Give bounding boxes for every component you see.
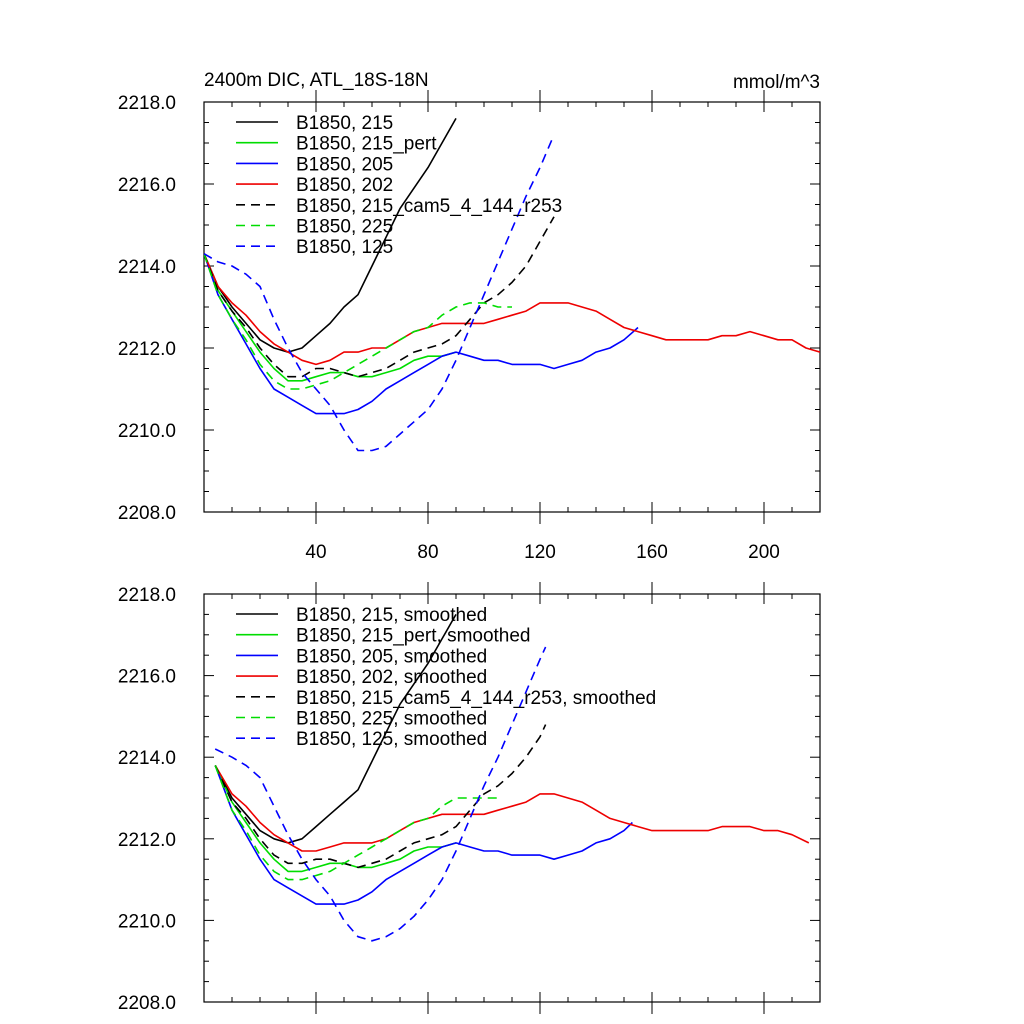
legend-label: B1850, 215, smoothed (296, 605, 487, 626)
y-tick-label: 2208.0 (118, 993, 176, 1014)
series-line-2 (214, 765, 457, 873)
legend-label: B1850, 202, smoothed (296, 667, 487, 688)
series-line-1 (214, 614, 457, 844)
y-tick-label: 2210.0 (118, 911, 176, 932)
units-label: mmol/m^3 (733, 72, 820, 93)
series-group (214, 614, 810, 942)
legend-label: B1850, 202 (296, 175, 393, 196)
series-line-7 (204, 134, 555, 452)
legend-label: B1850, 215_cam5_4_144_r253, smoothed (296, 688, 656, 709)
x-tick-label: 120 (524, 542, 556, 563)
series-line-3 (214, 765, 633, 905)
legend-label: B1850, 215_cam5_4_144_r253 (296, 196, 562, 217)
y-tick-label: 2216.0 (118, 667, 176, 688)
series-line-2 (204, 253, 457, 382)
legend-label: B1850, 215 (296, 113, 393, 134)
legend-label: B1850, 205, smoothed (296, 646, 487, 667)
legend-label: B1850, 205 (296, 154, 393, 175)
y-tick-label: 2212.0 (118, 830, 176, 851)
series-line-5 (214, 724, 547, 869)
y-tick-label: 2212.0 (118, 339, 176, 360)
y-tick-label: 2210.0 (118, 421, 176, 442)
y-tick-label: 2214.0 (118, 748, 176, 769)
x-tick-label: 200 (748, 542, 780, 563)
y-tick-label: 2218.0 (118, 93, 176, 114)
series-line-7 (214, 646, 547, 942)
x-tick-label: 80 (417, 542, 438, 563)
y-tick-label: 2216.0 (118, 175, 176, 196)
series-line-4 (214, 764, 810, 852)
y-tick-label: 2214.0 (118, 257, 176, 278)
series-line-6 (214, 765, 498, 881)
legend-label: B1850, 125 (296, 237, 393, 258)
series-group (204, 118, 820, 452)
legend-label: B1850, 225 (296, 217, 393, 238)
series-line-1 (204, 118, 457, 353)
y-tick-label: 2208.0 (118, 503, 176, 524)
chart-title: 2400m DIC, ATL_18S-18N (204, 70, 429, 91)
legend-label: B1850, 215_pert, smoothed (296, 626, 531, 647)
series-line-5 (204, 216, 555, 378)
x-tick-label: 160 (636, 542, 668, 563)
chart-panel-2: 2208.0 2210.0 2212.0 2214.0 2216.0 2218.0 B185… (118, 582, 821, 1014)
series-line-4 (204, 253, 820, 366)
chart-panel-1: 2208.0 2210.0 2212.0 2214.0 2216.0 2218.0 40 80… (118, 70, 821, 563)
legend-label: B1850, 225, smoothed (296, 709, 487, 730)
y-tick-label: 2218.0 (118, 585, 176, 606)
x-tick-label: 40 (305, 542, 326, 563)
series-line-3 (204, 253, 639, 415)
legend-label: B1850, 215_pert (296, 134, 437, 155)
legend-label: B1850, 125, smoothed (296, 729, 487, 750)
